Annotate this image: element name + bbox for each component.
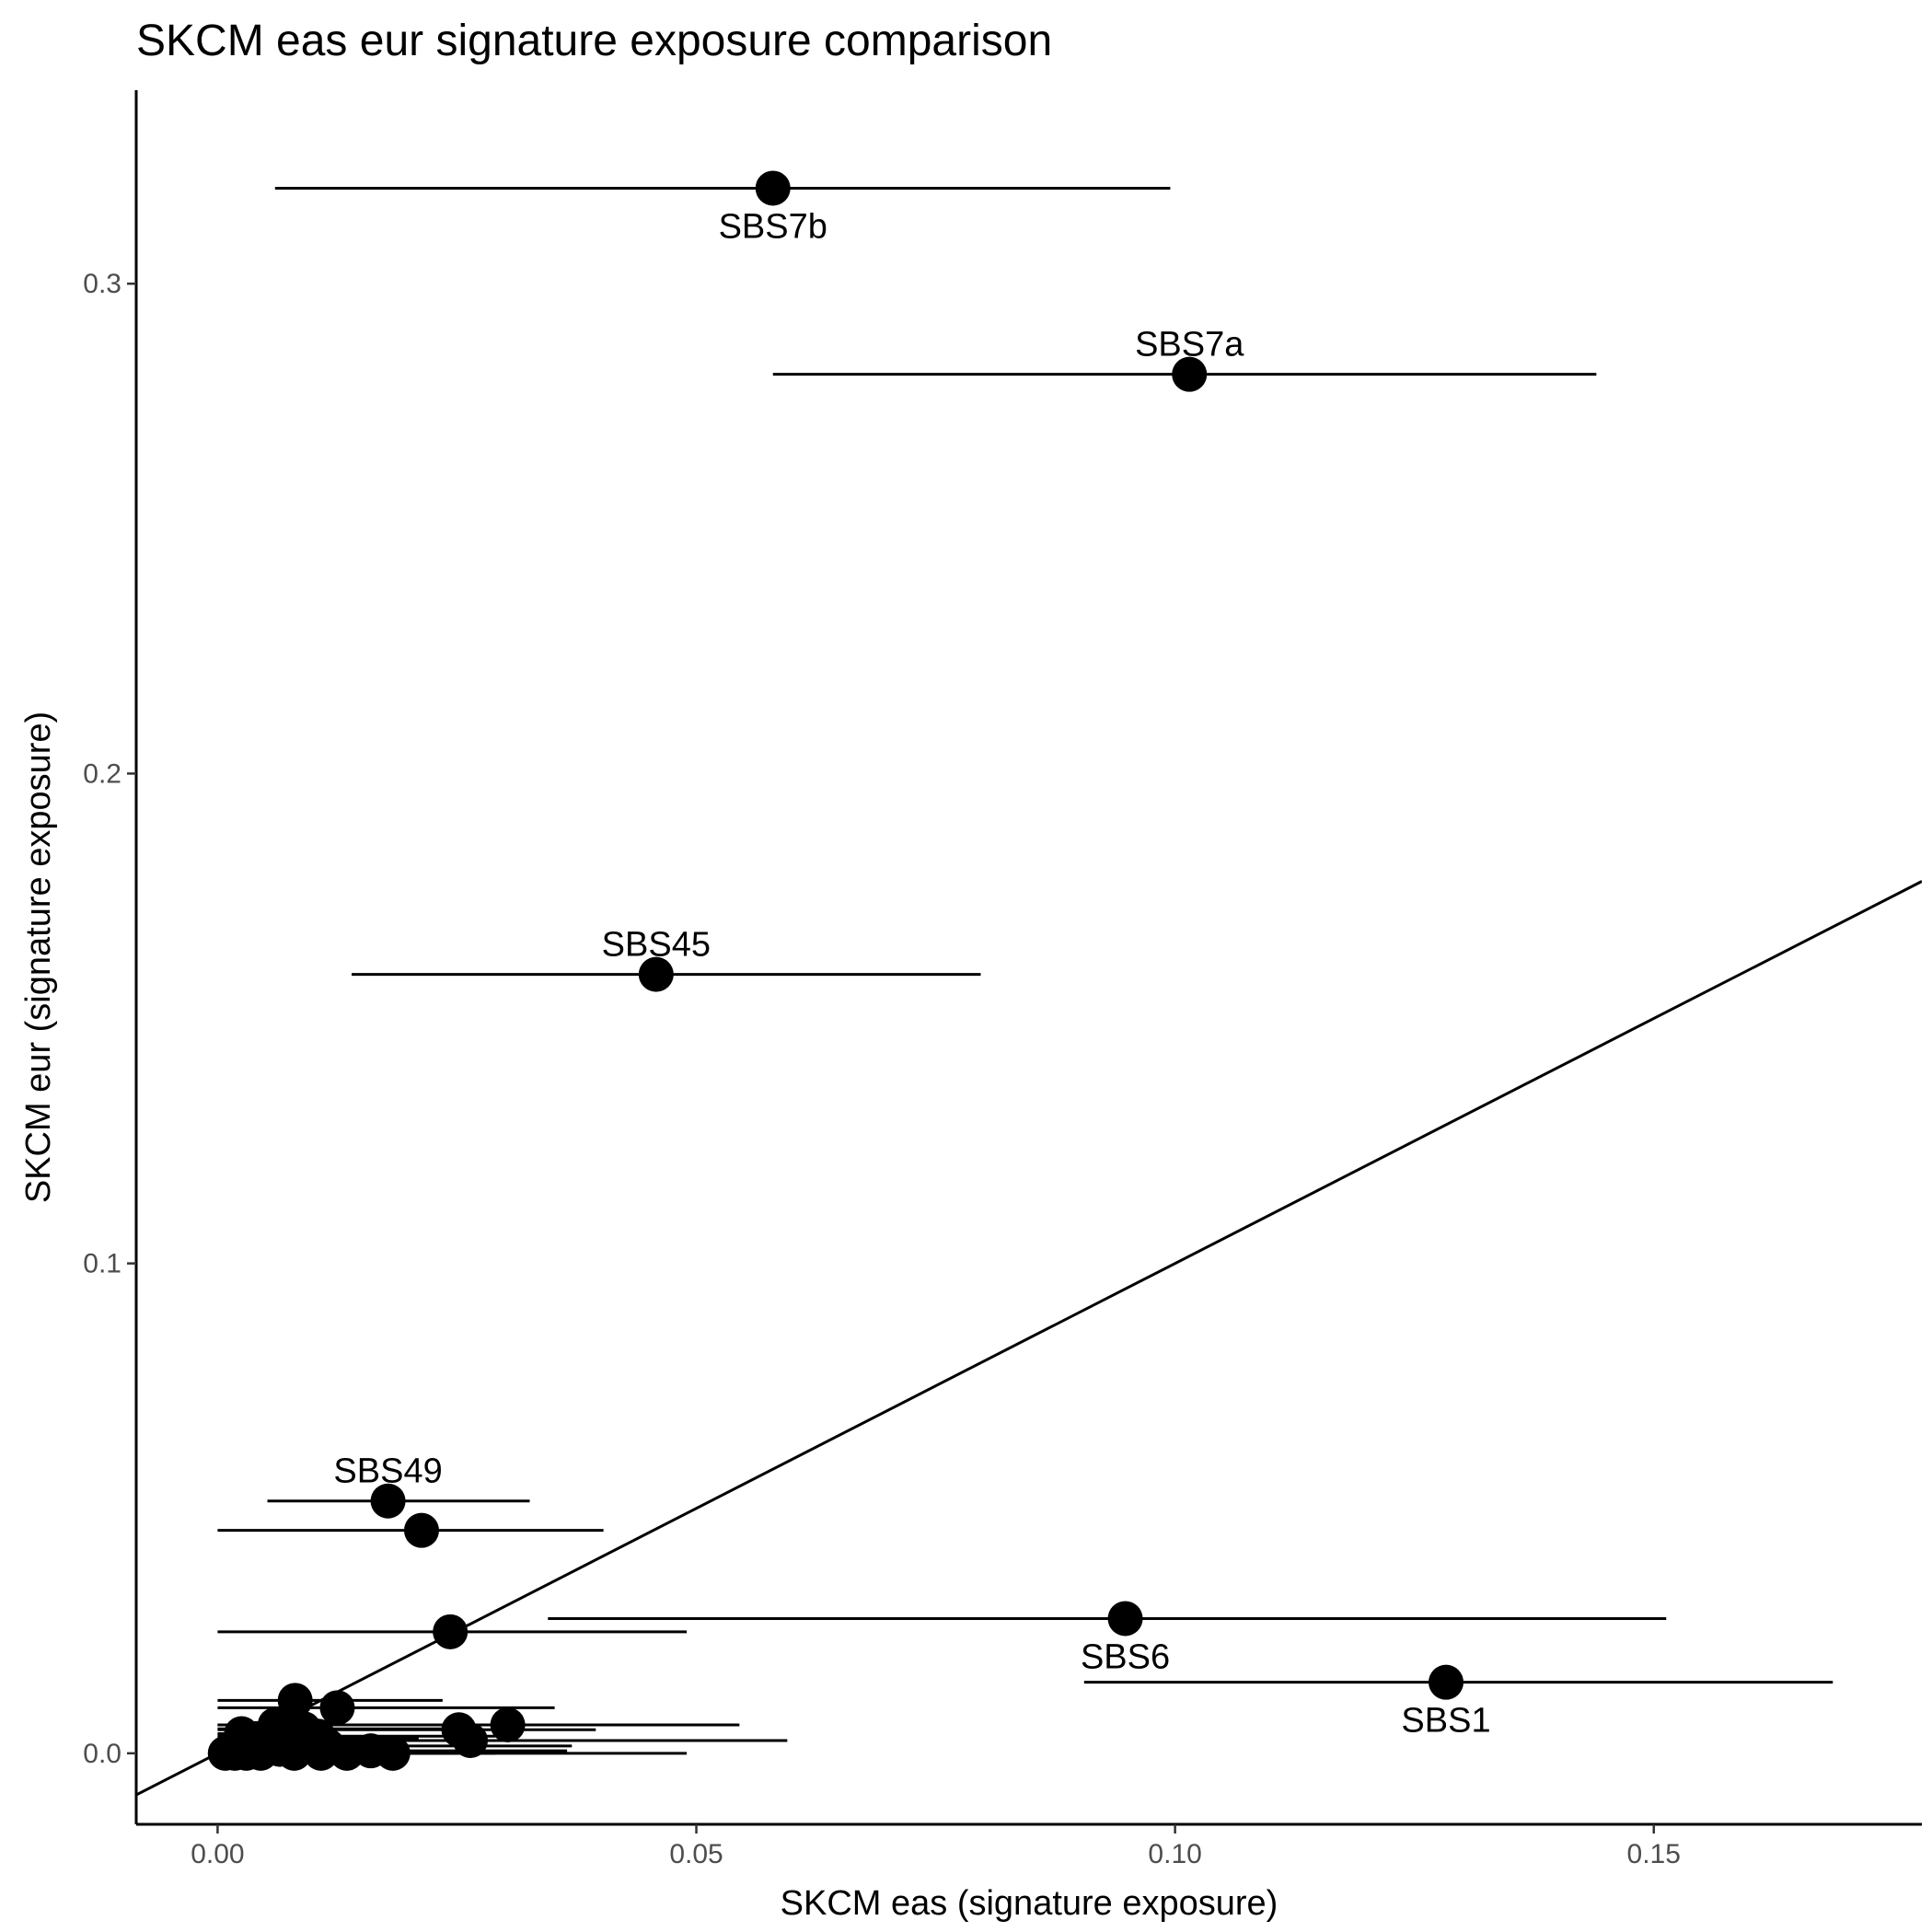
y-tick-label: 0.1 (83, 1249, 121, 1279)
data-point (375, 1735, 411, 1771)
data-point (1429, 1664, 1464, 1700)
data-point (370, 1483, 406, 1519)
data-point (252, 1726, 288, 1762)
point-label: SBS7b (719, 207, 827, 246)
point-label: SBS6 (1081, 1637, 1170, 1676)
data-point (638, 956, 674, 992)
data-point (1107, 1601, 1143, 1637)
data-point (755, 170, 791, 206)
y-tick-label: 0.0 (83, 1739, 121, 1769)
plot-area (136, 170, 1922, 1797)
data-point (490, 1706, 526, 1742)
data-point (277, 1683, 313, 1718)
x-tick-label: 0.05 (669, 1839, 723, 1869)
y-axis-title: SKCM eur (signature exposure) (19, 711, 58, 1203)
identity-line (136, 880, 1922, 1797)
chart-title: SKCM eas eur signature exposure comparis… (136, 17, 1052, 65)
x-tick-label: 0.00 (191, 1839, 244, 1869)
data-point (403, 1512, 439, 1548)
data-point (433, 1614, 469, 1649)
y-tick-label: 0.3 (83, 269, 121, 299)
data-point (453, 1722, 489, 1758)
point-label: SBS1 (1401, 1702, 1490, 1741)
data-point (1172, 356, 1208, 392)
data-point (319, 1690, 355, 1726)
axes: 0.00 0.05 0.10 0.15 0.0 0.1 0.2 0.3 (83, 90, 1922, 1869)
x-tick-label: 0.10 (1148, 1839, 1201, 1869)
x-tick-label: 0.15 (1627, 1839, 1681, 1869)
point-label: SBS7a (1135, 326, 1244, 364)
point-label: SBS49 (333, 1452, 442, 1491)
data-point (303, 1735, 339, 1771)
x-axis-title: SKCM eas (signature exposure) (781, 1884, 1278, 1923)
data-point (224, 1716, 260, 1752)
y-tick-label: 0.2 (83, 758, 121, 789)
point-label: SBS45 (602, 926, 711, 965)
data-point (286, 1711, 322, 1747)
data-point (329, 1735, 364, 1771)
